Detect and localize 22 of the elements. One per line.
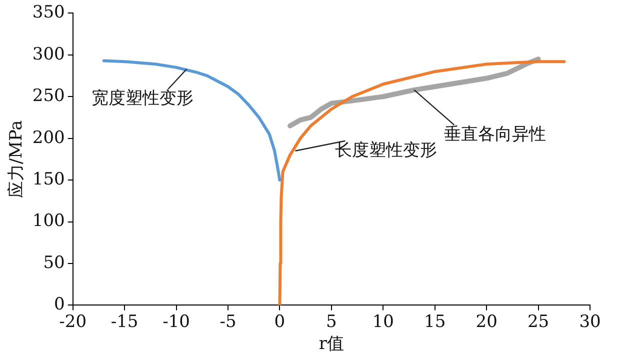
- x-tick-label: 30: [579, 312, 601, 332]
- y-tick-label: 100: [32, 211, 65, 232]
- x-axis-title: r值: [318, 334, 344, 354]
- x-tick-label: -5: [220, 312, 236, 332]
- y-tick-label: 50: [43, 252, 65, 273]
- annotation: 长度塑性变形: [335, 140, 438, 160]
- y-tick-label: 300: [32, 44, 65, 64]
- x-tick-label: 5: [326, 312, 337, 332]
- x-tick-label: -10: [162, 312, 190, 332]
- x-tick-label: -15: [110, 312, 138, 332]
- x-tick-label: 15: [424, 312, 446, 332]
- y-tick-label: 250: [32, 86, 65, 106]
- y-tick-label: 200: [32, 128, 65, 148]
- y-tick-label: 350: [32, 2, 65, 23]
- x-tick-label: 20: [476, 312, 498, 332]
- y-tick-label: 150: [32, 169, 65, 190]
- annotation: 宽度塑性变形: [92, 88, 194, 109]
- x-tick-label: 10: [372, 312, 394, 332]
- annotation: 垂直各向异性: [444, 124, 546, 144]
- x-tick-label: 0: [274, 312, 286, 332]
- x-tick-label: 25: [527, 312, 550, 332]
- y-axis-title: 应力/MPa: [6, 120, 27, 198]
